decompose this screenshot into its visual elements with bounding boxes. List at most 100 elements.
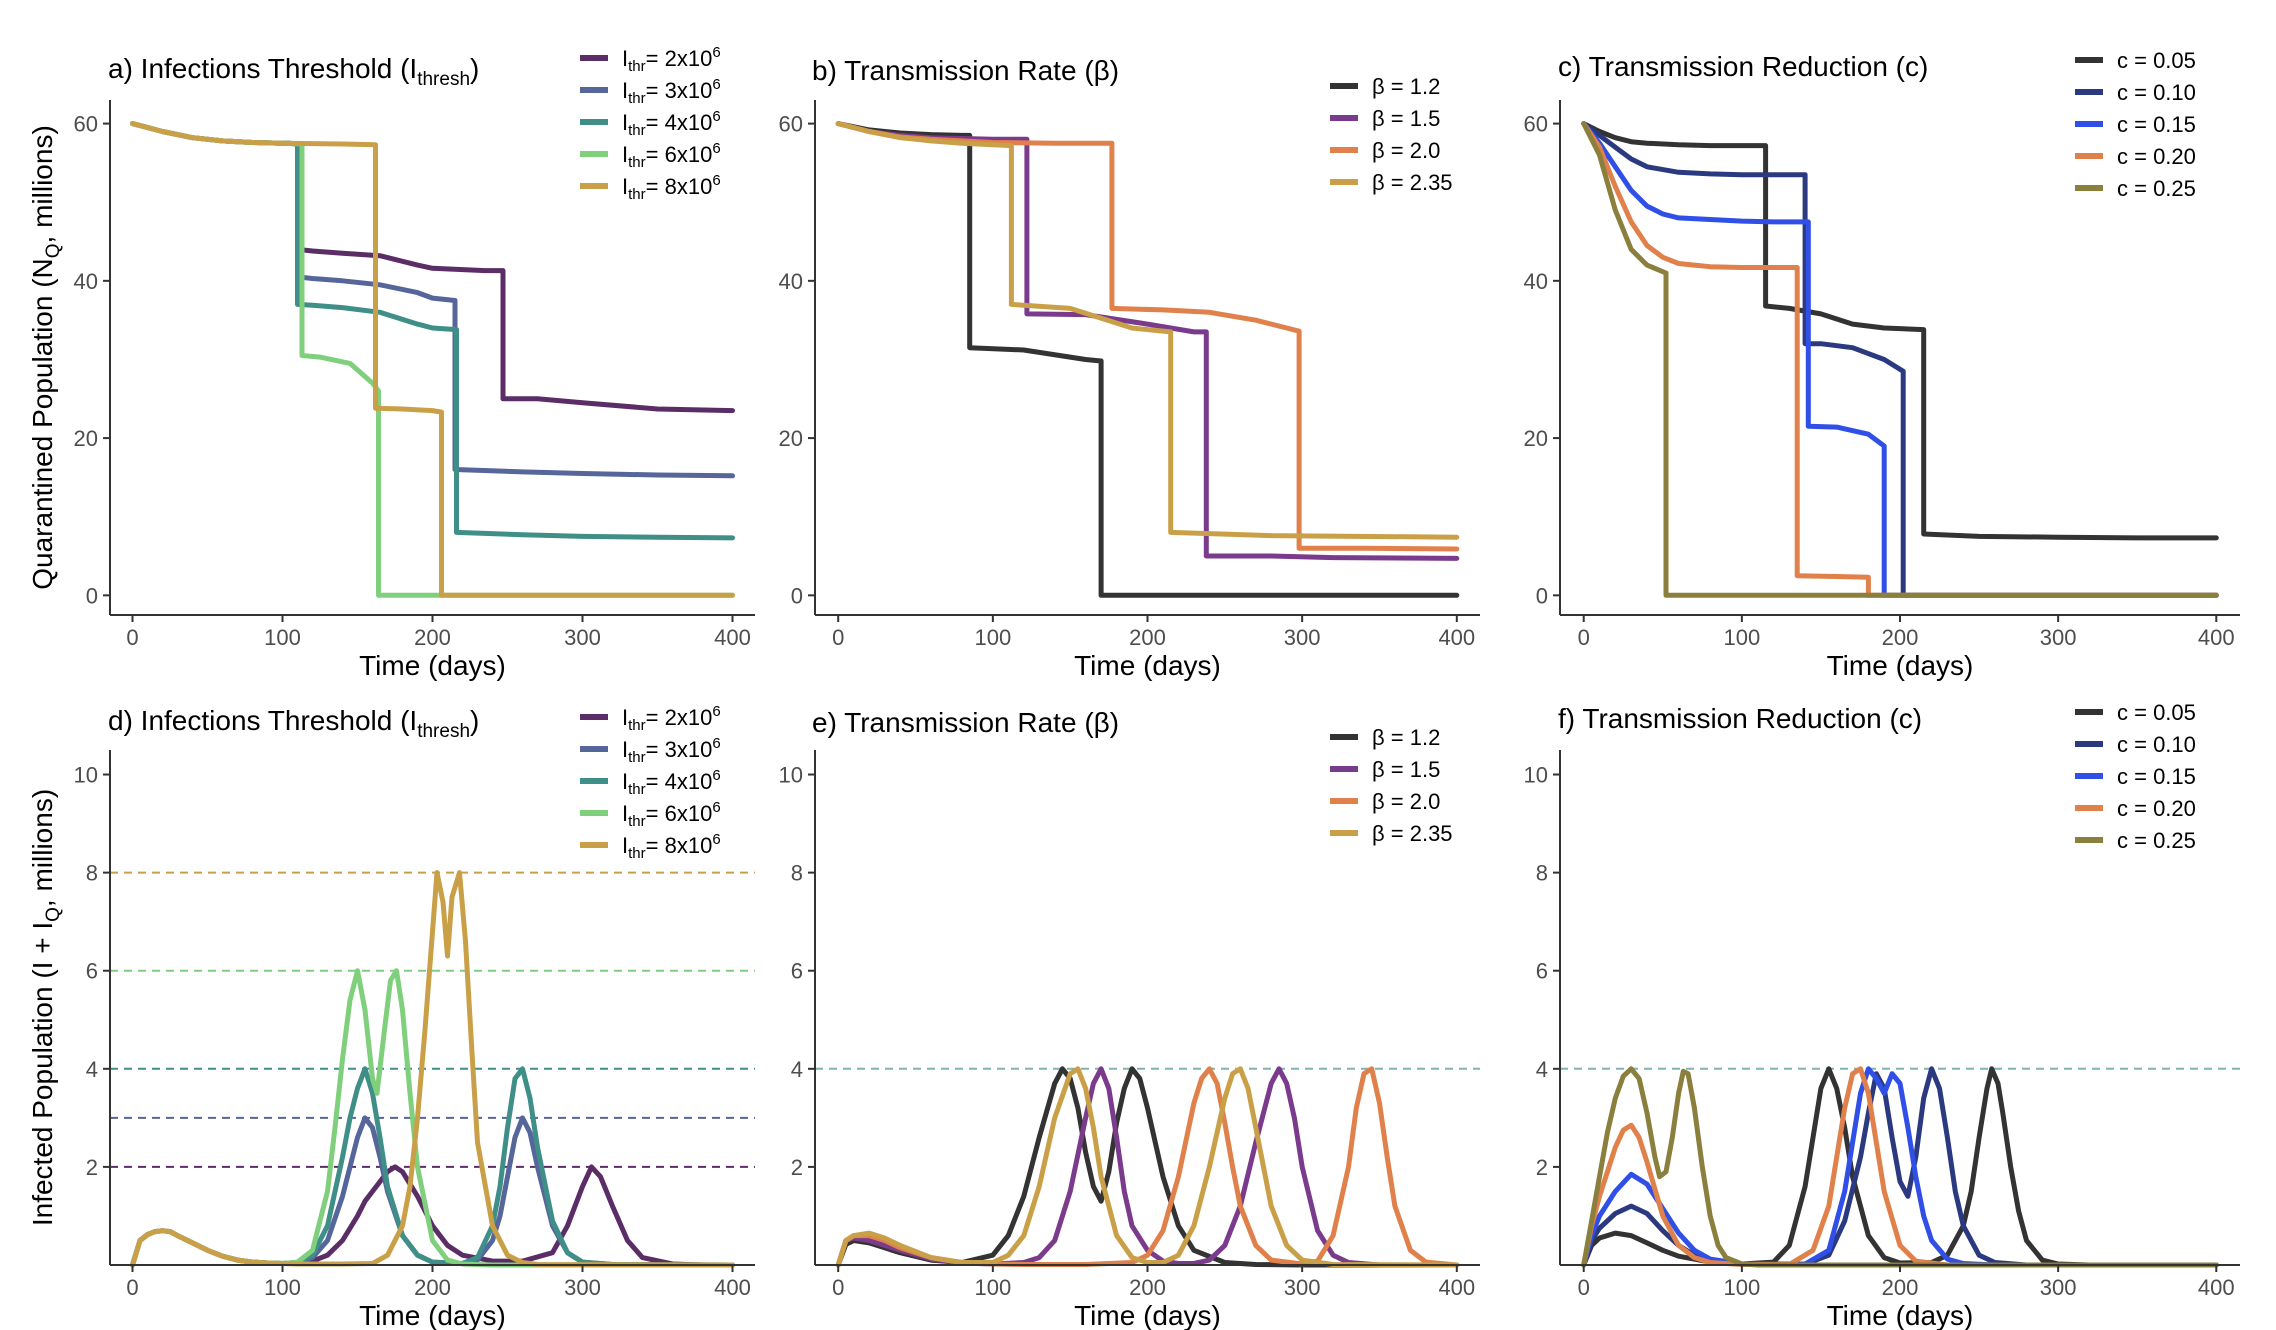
x-axis-label: Time (days)	[359, 1300, 506, 1330]
y-axis-label-end: , millions)	[27, 789, 58, 907]
legend-label: c = 0.05	[2117, 700, 2196, 725]
series-line	[1581, 121, 2219, 541]
series-line	[835, 121, 1460, 540]
legend-label: β = 2.35	[1372, 170, 1453, 195]
y-axis-label: Infected Population (I + IQ, millions)	[27, 789, 64, 1226]
legend: β = 1.2 β = 1.5 β = 2.0 β = 2.35	[1330, 74, 1453, 195]
legend-label: Ithr= 4x106	[622, 108, 721, 139]
legend-label: c = 0.25	[2117, 176, 2196, 201]
panel-title-sub: thresh	[417, 69, 470, 90]
legend-label: β = 2.0	[1372, 138, 1440, 163]
y-tick-label: 20	[1524, 426, 1548, 451]
legend-label: β = 1.5	[1372, 757, 1440, 782]
legend: c = 0.05 c = 0.10 c = 0.15 c = 0.20 c = 0.25	[2075, 700, 2196, 853]
panel-title-main: f) Transmission Reduction (c)	[1558, 703, 1922, 734]
legend-label-sub: thr	[628, 154, 646, 171]
legend-label: c = 0.05	[2117, 48, 2196, 73]
legend-label: c = 0.25	[2117, 828, 2196, 853]
legend-label: β = 1.5	[1372, 106, 1440, 131]
legend-label: β = 1.2	[1372, 74, 1440, 99]
y-axis-label-end: , millions)	[27, 125, 58, 243]
y-tick-label: 8	[86, 861, 98, 886]
x-tick-label: 300	[1284, 1275, 1321, 1300]
legend-label-eq: = 8x10	[646, 174, 713, 199]
y-tick-label: 2	[791, 1155, 803, 1180]
x-tick-label: 0	[126, 1275, 138, 1300]
series-line	[835, 1066, 1460, 1268]
panel-title: e) Transmission Rate (β)	[812, 707, 1119, 738]
x-tick-label: 200	[414, 625, 451, 650]
x-tick-label: 200	[1882, 1275, 1919, 1300]
legend-label-sub: thr	[628, 781, 646, 798]
panel-title-main: e) Transmission Rate (β)	[812, 707, 1119, 738]
legend-label: c = 0.10	[2117, 80, 2196, 105]
panel-title-main: d) Infections Threshold (I	[108, 705, 417, 736]
x-tick-label: 200	[1882, 625, 1919, 650]
legend-label-sup: 6	[712, 767, 720, 784]
legend-label-eq: = 6x10	[646, 142, 713, 167]
legend-label-sup: 6	[712, 172, 720, 189]
legend-label: c = 0.10	[2117, 732, 2196, 757]
x-tick-label: 200	[1129, 625, 1166, 650]
legend-label-eq: = 3x10	[646, 78, 713, 103]
panel-title-end: )	[470, 705, 479, 736]
legend: c = 0.05 c = 0.10 c = 0.15 c = 0.20 c = 0.25	[2075, 48, 2196, 201]
y-tick-label: 40	[74, 269, 98, 294]
x-axis-label: Time (days)	[1827, 1300, 1974, 1330]
legend-label: Ithr= 3x106	[622, 735, 721, 766]
panel-title-end: )	[470, 53, 479, 84]
panel-title: a) Infections Threshold (Ithresh)	[108, 53, 479, 90]
series-line	[1581, 121, 2219, 598]
panel-title: f) Transmission Reduction (c)	[1558, 703, 1922, 734]
legend-label-eq: = 2x10	[646, 46, 713, 71]
series-line	[1581, 121, 2219, 598]
y-tick-label: 10	[779, 763, 803, 788]
legend-label-sup: 6	[712, 799, 720, 816]
y-axis-label-sub: Q	[43, 243, 64, 258]
x-tick-label: 400	[1438, 625, 1475, 650]
y-tick-label: 6	[86, 959, 98, 984]
y-tick-label: 4	[1536, 1057, 1548, 1082]
x-tick-label: 300	[2040, 625, 2077, 650]
panel-f: 0 100 200 300 400 2 4 6 8 10 Time (days) f) Transmi…	[1524, 700, 2240, 1330]
legend-label-sup: 6	[712, 735, 720, 752]
x-tick-label: 400	[2198, 625, 2235, 650]
legend-label-eq: = 4x10	[646, 769, 713, 794]
legend-label-base: I	[622, 705, 628, 730]
x-tick-label: 300	[564, 625, 601, 650]
legend-label: Ithr= 2x106	[622, 44, 721, 75]
panel-a: 0 100 200 300 400 0 20 40 60 Time (days) Quarantin…	[27, 44, 755, 681]
legend: β = 1.2 β = 1.5 β = 2.0 β = 2.35	[1330, 725, 1453, 846]
x-tick-label: 0	[1578, 625, 1590, 650]
x-axis-label: Time (days)	[1074, 1300, 1221, 1330]
legend-label-eq: = 3x10	[646, 737, 713, 762]
panel-b: 0 100 200 300 400 0 20 40 60 Time (days) b) Transm…	[779, 55, 1480, 681]
x-tick-label: 100	[264, 1275, 301, 1300]
y-axis-label: Quarantined Population (NQ, millions)	[27, 125, 64, 590]
panel-title-main: c) Transmission Reduction (c)	[1558, 51, 1928, 82]
x-tick-label: 0	[126, 625, 138, 650]
legend-label: c = 0.20	[2117, 144, 2196, 169]
x-tick-label: 100	[1724, 625, 1761, 650]
x-axis-label: Time (days)	[1074, 650, 1221, 681]
y-tick-label: 6	[1536, 959, 1548, 984]
series-line	[1581, 121, 2219, 598]
panel-title: d) Infections Threshold (Ithresh)	[108, 705, 479, 742]
x-tick-label: 100	[1724, 1275, 1761, 1300]
series-line	[1581, 1066, 2219, 1268]
series-line	[1581, 1066, 2219, 1268]
x-tick-label: 100	[974, 1275, 1011, 1300]
legend-label: c = 0.15	[2117, 764, 2196, 789]
y-tick-label: 60	[74, 112, 98, 137]
legend-label: Ithr= 6x106	[622, 799, 721, 830]
x-tick-label: 200	[1129, 1275, 1166, 1300]
x-tick-label: 0	[832, 1275, 844, 1300]
legend-label-eq: = 6x10	[646, 801, 713, 826]
y-tick-label: 60	[779, 112, 803, 137]
x-tick-label: 400	[714, 1275, 751, 1300]
x-tick-label: 0	[1578, 1275, 1590, 1300]
y-tick-label: 20	[74, 426, 98, 451]
y-axis-label-main: Quarantined Population (N	[27, 258, 58, 590]
